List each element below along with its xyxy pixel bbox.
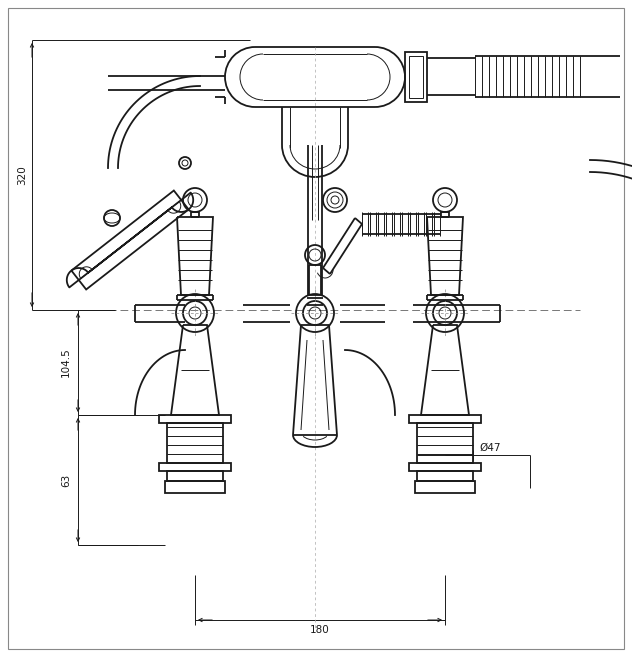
Bar [167,471,223,481]
Bar [417,423,473,463]
Bar [409,415,481,423]
Bar [417,471,473,481]
Text: 180: 180 [310,625,330,635]
Text: 104.5: 104.5 [61,347,71,377]
Bar [159,463,231,471]
Bar [165,481,225,493]
Bar [409,463,481,471]
Bar [415,481,475,493]
Text: Ø47: Ø47 [479,443,501,453]
Bar [409,56,423,98]
Text: 320: 320 [17,165,27,185]
Bar [405,52,427,102]
Text: 63: 63 [61,474,71,487]
Bar [167,423,223,463]
Bar [159,415,231,423]
